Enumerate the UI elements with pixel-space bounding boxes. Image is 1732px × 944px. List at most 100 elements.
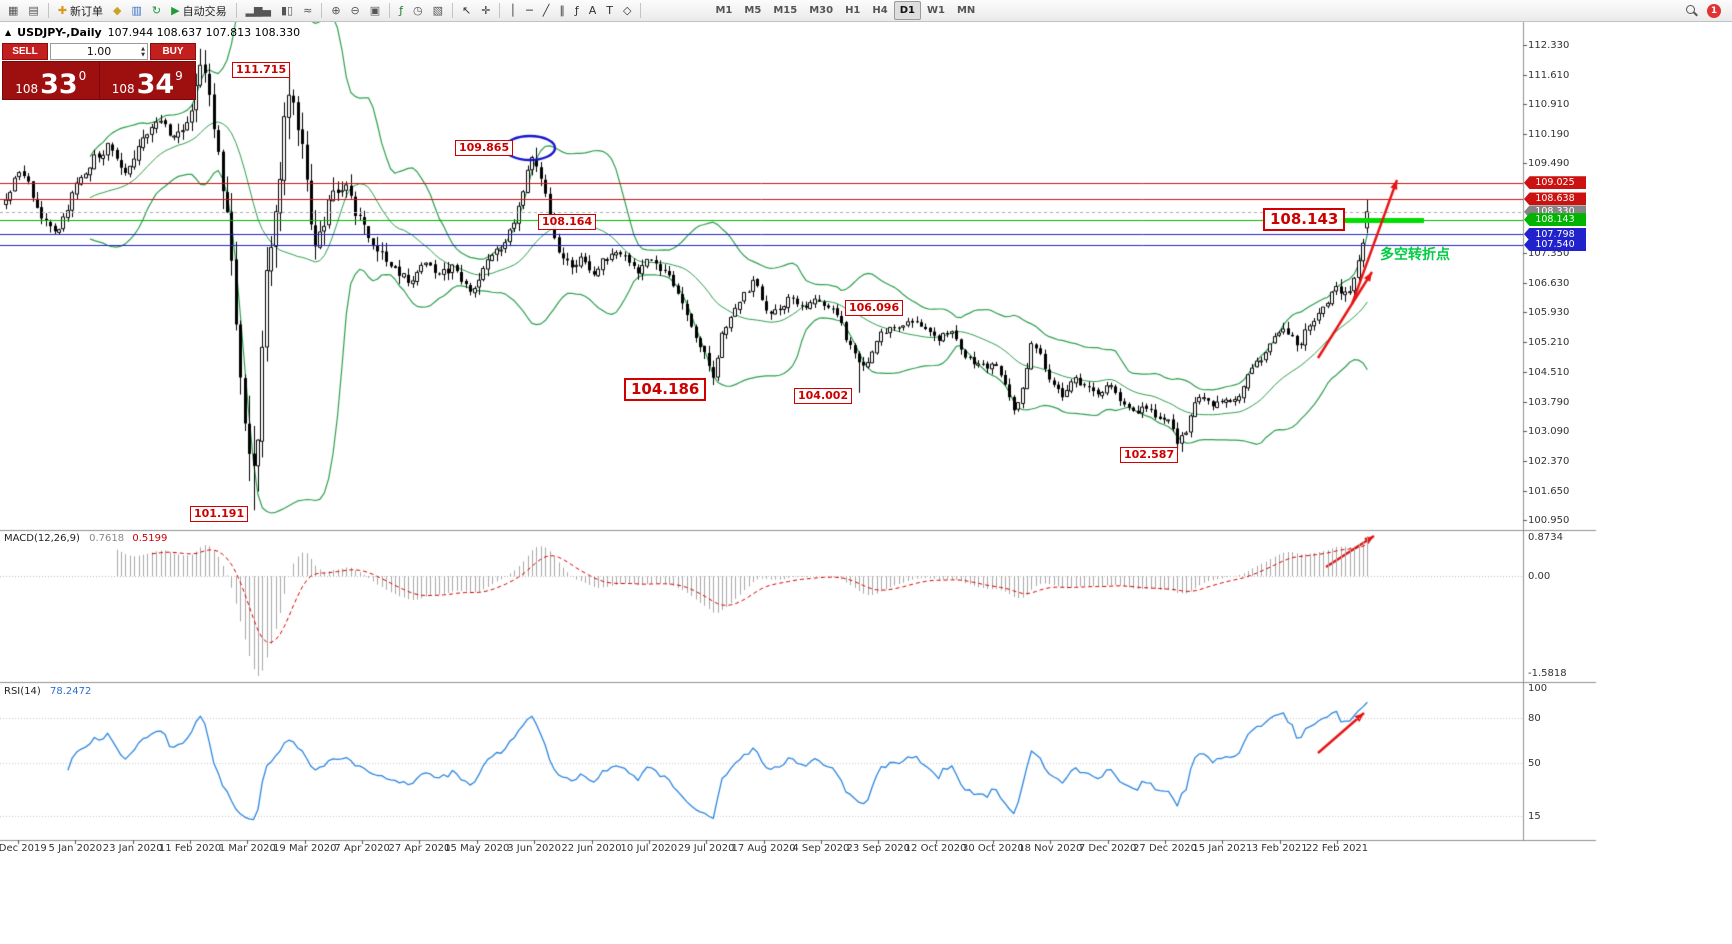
price-callout[interactable]: 101.191 — [190, 506, 249, 522]
date-axis-label: 30 Oct 2020 — [962, 843, 1024, 854]
macd-scale-bottom: -1.5818 — [1528, 668, 1567, 679]
date-axis-label: 7 Apr 2020 — [334, 843, 390, 854]
timeframe-w1-label: W1 — [926, 5, 945, 16]
label-tool-button[interactable]: T — [601, 1, 618, 20]
price-tag: 107.798 — [1524, 227, 1586, 241]
date-axis-label: 12 Oct 2020 — [904, 843, 967, 854]
indicators-button[interactable]: ƒ — [394, 1, 408, 20]
fibonacci-tool-button[interactable]: ƒ — [570, 1, 584, 20]
shapes-tool-button-icon: ◇ — [623, 4, 632, 17]
refresh-icon-icon: ↻ — [151, 4, 162, 17]
vertical-line-tool-button[interactable]: │ — [504, 1, 521, 20]
rsi-scale-label: 15 — [1528, 810, 1541, 822]
new-chart-button-icon: ▦ — [8, 4, 19, 17]
notification-badge[interactable]: 1 — [1707, 3, 1721, 18]
price-scale-label: 110.190 — [1528, 129, 1570, 141]
buy-button[interactable]: BUY — [150, 43, 196, 60]
rsi-value: 78.2472 — [49, 686, 92, 697]
ask-big-digits: 34 — [136, 69, 175, 101]
chart-overlays: 112.330 111.610 110.910 110.190 109.490 107.3… — [0, 22, 1732, 944]
zoom-out-button-icon: ⊖ — [350, 4, 360, 17]
timeframe-h4[interactable]: H4 — [866, 1, 893, 20]
macd-signal-value: 0.5199 — [132, 533, 168, 544]
price-scale-label: 111.610 — [1528, 69, 1570, 81]
new-order-button-label: 新订单 — [70, 4, 104, 18]
ask-price[interactable]: 108 34 9 — [100, 62, 196, 99]
vertical-line-tool-button-icon: │ — [509, 4, 517, 17]
date-axis-label: 17 Aug 2020 — [731, 843, 796, 854]
chart-title: ▲ USDJPY-,Daily 107.944 108.637 107.813 … — [5, 26, 300, 39]
timeframe-group: M1 M5 M15 M30 H1 H4 D1 W1 MN — [709, 1, 981, 20]
templates-button[interactable]: ▧ — [428, 1, 448, 20]
date-axis-label: 27 Dec 2020 — [1133, 843, 1197, 854]
zoom-in-button[interactable]: ⊕ — [326, 1, 345, 20]
price-scale-label: 102.370 — [1528, 456, 1570, 467]
chart-profiles-button[interactable]: ▤ — [23, 1, 43, 20]
toolbar-group: ↖ ✛ — [457, 1, 495, 20]
zoom-out-button[interactable]: ⊖ — [346, 1, 365, 20]
sell-button[interactable]: SELL — [2, 43, 48, 60]
timeframe-m15[interactable]: M15 — [767, 1, 803, 20]
timeframe-d1[interactable]: D1 — [893, 1, 921, 20]
price-callout[interactable]: 108.164 — [538, 214, 597, 230]
price-tag: 108.638 — [1524, 192, 1586, 206]
timeframe-w1[interactable]: W1 — [921, 1, 951, 20]
price-chart-canvas[interactable] — [0, 22, 1732, 944]
deposit-icon[interactable]: ◆ — [108, 1, 126, 20]
timeframe-mn[interactable]: MN — [951, 1, 981, 20]
refresh-icon[interactable]: ↻ — [147, 1, 166, 20]
price-callout[interactable]: 102.587 — [1120, 447, 1179, 463]
volume-box[interactable]: 1.00 ▲ ▼ — [50, 43, 148, 60]
toolbar-groups: ▦ ▤ ✚ 新订单 ◆ ▥ ↻ ▶ 自动交易 ▂▆▄ ▮▯ ≈ ⊕ ⊖ ▣ ƒ ◷ ▧ ↖ ✛ │ ─ ╱ ∥ ƒ A T ◇ M1 M5… — [3, 1, 981, 20]
date-axis-label: 3 Feb 2021 — [1251, 843, 1308, 854]
line-chart-mode-button[interactable]: ≈ — [298, 1, 317, 20]
horizontal-line-tool-button[interactable]: ─ — [521, 1, 538, 20]
volume-down-icon[interactable]: ▼ — [141, 51, 145, 58]
new-chart-button[interactable]: ▦ — [3, 1, 23, 20]
search-icon[interactable] — [1685, 4, 1698, 17]
tile-windows-button[interactable]: ▣ — [365, 1, 385, 20]
fibonacci-tool-button-icon: ƒ — [574, 4, 579, 17]
shapes-tool-button[interactable]: ◇ — [618, 1, 636, 20]
date-axis-label: 27 Apr 2020 — [388, 843, 451, 854]
timeframe-m1-label: M1 — [715, 5, 733, 16]
panel-collapse-icon[interactable]: ▲ — [5, 28, 12, 37]
price-callout[interactable]: 104.002 — [794, 388, 853, 404]
timeframe-m1[interactable]: M1 — [709, 1, 738, 20]
new-order-button[interactable]: ✚ 新订单 — [53, 1, 108, 20]
text-tool-button[interactable]: A — [584, 1, 602, 20]
trendline-tool-button[interactable]: ╱ — [538, 1, 555, 20]
channel-tool-button[interactable]: ∥ — [554, 1, 570, 20]
timeframe-h1[interactable]: H1 — [839, 1, 866, 20]
date-axis-label: 4 Sep 2020 — [792, 843, 850, 854]
bar-chart-mode-button[interactable]: ▂▆▄ — [241, 1, 276, 20]
cursor-tool-button[interactable]: ↖ — [457, 1, 476, 20]
price-scale-label: 110.910 — [1528, 98, 1570, 110]
trendline-tool-button-icon: ╱ — [542, 4, 550, 17]
autotrading-button[interactable]: ▶ 自动交易 — [166, 1, 231, 20]
candlestick-mode-button[interactable]: ▮▯ — [276, 1, 298, 20]
price-callout[interactable]: 108.143 — [1263, 208, 1346, 231]
volume-value[interactable]: 1.00 — [86, 45, 112, 58]
periods-button[interactable]: ◷ — [408, 1, 428, 20]
toolbar-separator — [235, 3, 237, 18]
date-axis-label: 23 Sep 2020 — [846, 843, 910, 854]
bid-price[interactable]: 108 33 0 — [3, 62, 99, 99]
date-axis-label: 7 Dec 2020 — [1078, 843, 1137, 854]
report-icon[interactable]: ▥ — [127, 1, 147, 20]
price-callout[interactable]: 106.096 — [845, 300, 904, 316]
price-callout[interactable]: 104.186 — [624, 378, 707, 401]
price-divider — [98, 62, 100, 99]
date-axis-label: 19 Mar 2020 — [273, 843, 337, 854]
price-callout[interactable]: 111.715 — [232, 62, 291, 78]
volume-up-icon[interactable]: ▲ — [141, 45, 145, 52]
timeframe-m30[interactable]: M30 — [803, 1, 839, 20]
pivot-annotation[interactable]: 多空转折点 — [1380, 247, 1450, 263]
price-tag: 107.540 — [1524, 238, 1586, 252]
price-callout[interactable]: 109.865 — [455, 140, 514, 156]
timeframe-m5[interactable]: M5 — [738, 1, 767, 20]
text-tool-button-icon: A — [588, 4, 597, 17]
timeframe-m30-label: M30 — [809, 5, 834, 16]
toolbar-separator — [47, 3, 49, 18]
crosshair-tool-button[interactable]: ✛ — [476, 1, 495, 20]
